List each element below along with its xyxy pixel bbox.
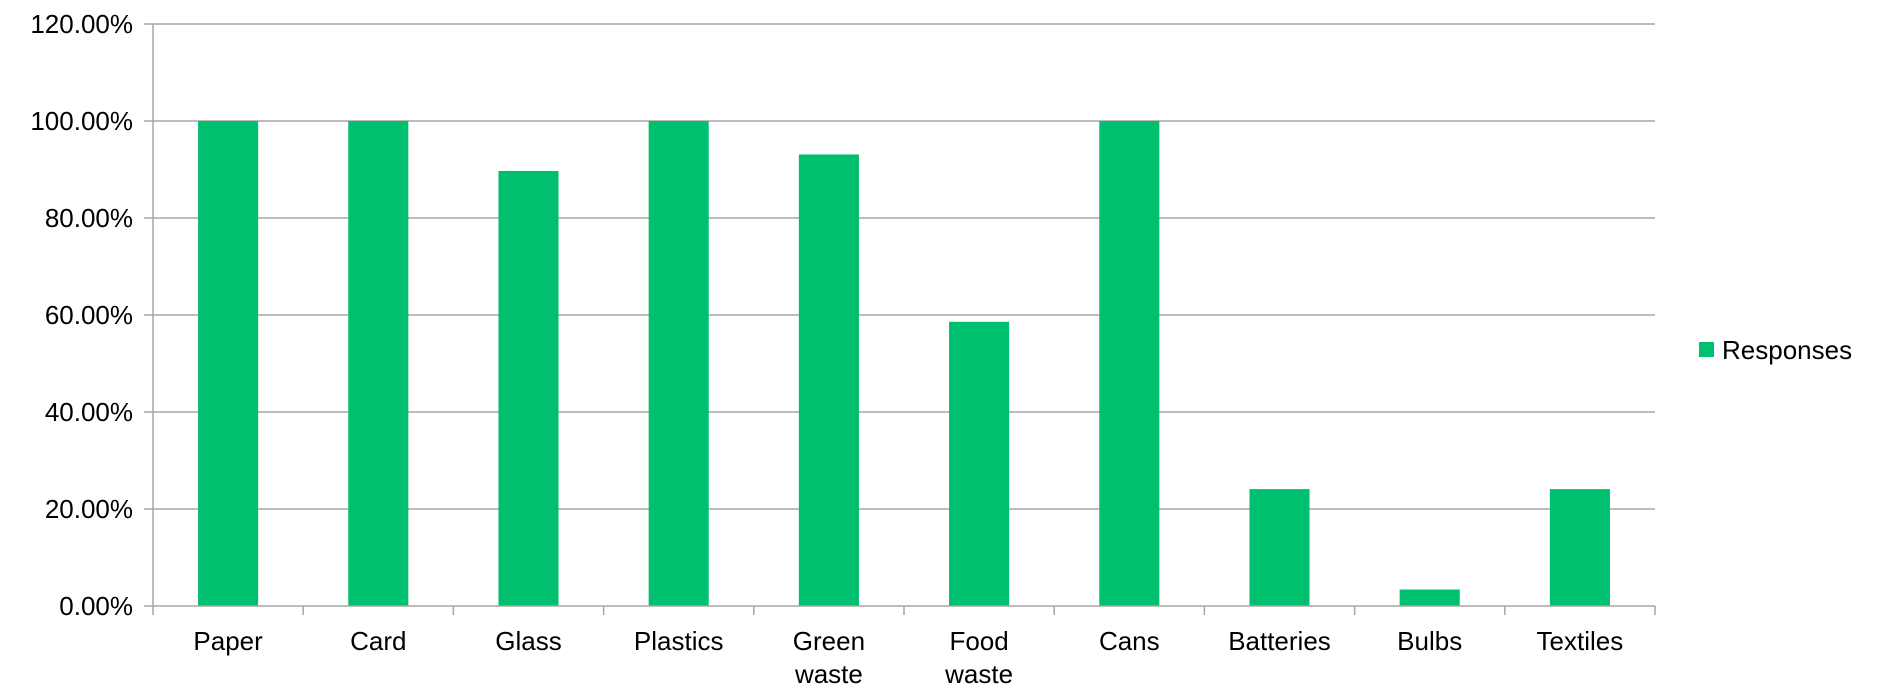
x-category-label-line: Green [793, 626, 865, 656]
bar [198, 121, 259, 606]
y-tick-label: 20.00% [45, 494, 133, 524]
y-tick-label: 120.00% [30, 9, 133, 39]
x-category-label-line: Food [949, 626, 1008, 656]
y-axis-tick-labels: 0.00% 20.00% 40.00% 60.00% 80.00% 100.00% 120.… [30, 9, 133, 621]
bar [798, 154, 859, 606]
x-category-label-line: Plastics [634, 626, 724, 656]
bars [198, 121, 1610, 606]
x-category-label: Glass [495, 626, 561, 656]
x-category-label: Paper [193, 626, 263, 656]
x-category-label-line: Paper [193, 626, 263, 656]
x-category-label-line: Card [350, 626, 406, 656]
x-category-label: Textiles [1537, 626, 1624, 656]
legend: Responses [1699, 335, 1852, 365]
x-category-label-line: waste [794, 659, 863, 689]
bar [498, 170, 559, 606]
x-category-label-line: Cans [1099, 626, 1160, 656]
bar [648, 121, 709, 606]
x-category-label: Plastics [634, 626, 724, 656]
x-category-label: Food waste [944, 626, 1013, 689]
x-category-label-line: Textiles [1537, 626, 1624, 656]
bar [1399, 589, 1460, 606]
x-category-label: Bulbs [1397, 626, 1462, 656]
y-tick-label: 40.00% [45, 397, 133, 427]
bar [949, 321, 1010, 606]
legend-swatch [1699, 342, 1714, 357]
x-category-label-line: Bulbs [1397, 626, 1462, 656]
x-category-label: Card [350, 626, 406, 656]
x-category-label-line: waste [944, 659, 1013, 689]
x-category-label-line: Batteries [1228, 626, 1331, 656]
bar [348, 121, 409, 606]
y-tick-label: 0.00% [59, 591, 133, 621]
y-tick-label: 60.00% [45, 300, 133, 330]
x-category-label: Cans [1099, 626, 1160, 656]
x-category-label-line: Glass [495, 626, 561, 656]
legend-label: Responses [1722, 335, 1852, 365]
x-category-label: Green waste [793, 626, 865, 689]
y-tick-label: 80.00% [45, 203, 133, 233]
y-tick-label: 100.00% [30, 106, 133, 136]
bar [1099, 121, 1160, 606]
x-category-label: Batteries [1228, 626, 1331, 656]
axes [144, 23, 1656, 615]
bar [1249, 489, 1310, 606]
bar [1549, 489, 1610, 606]
